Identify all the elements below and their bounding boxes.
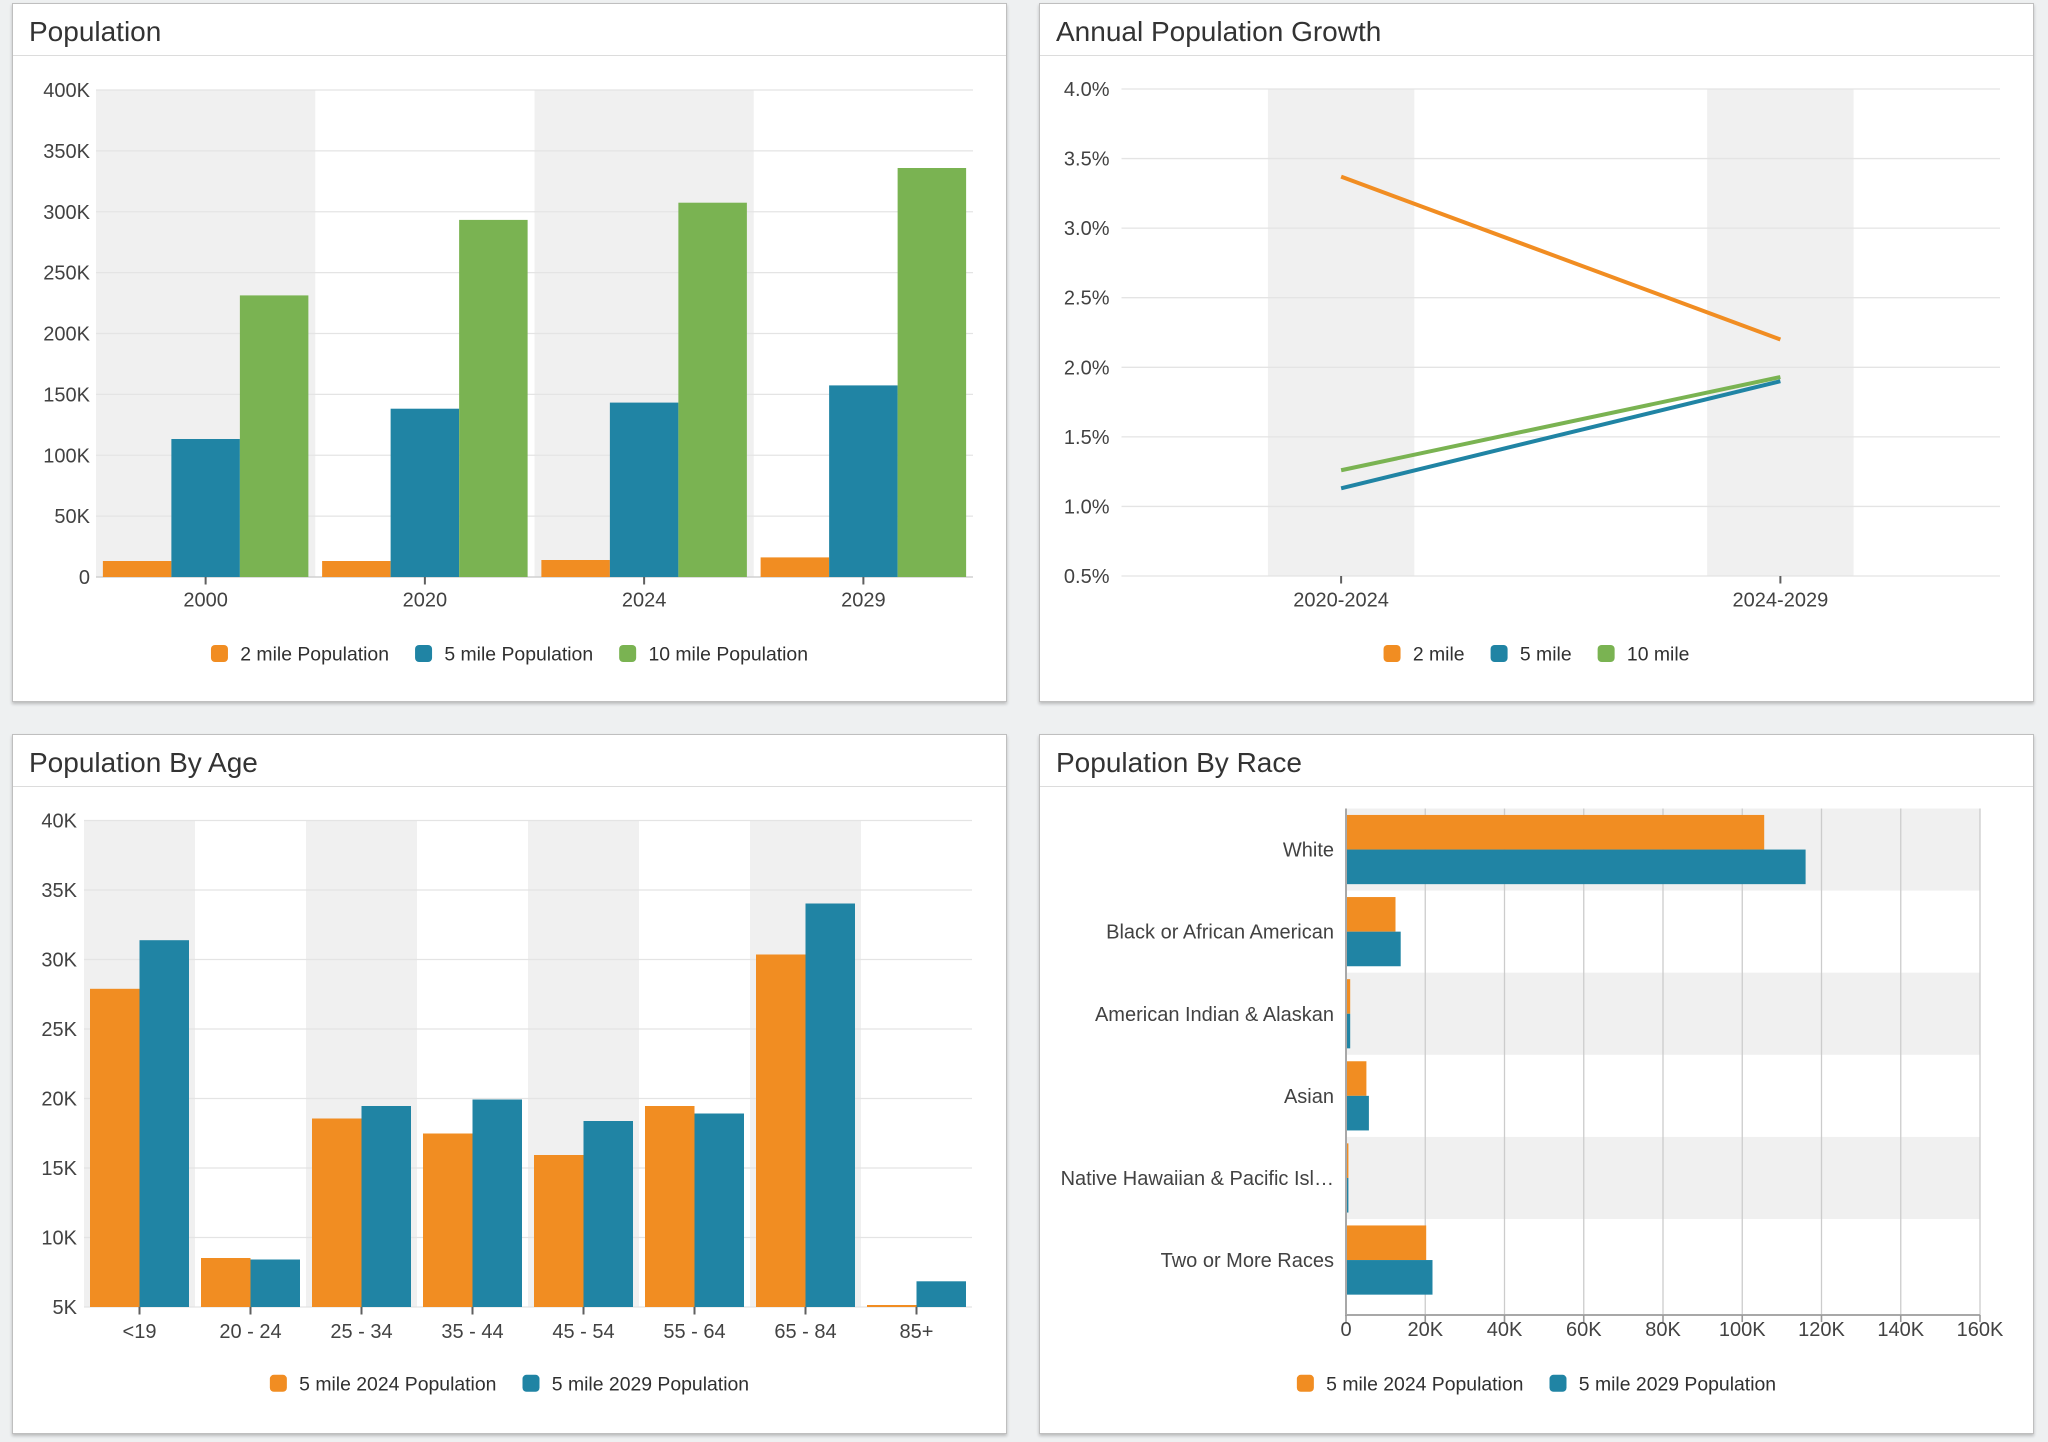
- svg-text:250K: 250K: [43, 263, 90, 285]
- svg-text:50K: 50K: [54, 506, 90, 528]
- svg-text:15K: 15K: [41, 1158, 77, 1180]
- svg-text:1.5%: 1.5%: [1064, 427, 1110, 449]
- svg-text:5 mile 2029 Population: 5 mile 2029 Population: [552, 1373, 749, 1395]
- svg-text:Two or More Races: Two or More Races: [1161, 1250, 1334, 1272]
- svg-text:35 - 44: 35 - 44: [441, 1321, 503, 1343]
- svg-text:25 - 34: 25 - 34: [330, 1321, 392, 1343]
- svg-text:Asian: Asian: [1284, 1086, 1334, 1108]
- svg-text:2020: 2020: [403, 590, 448, 612]
- svg-text:140K: 140K: [1877, 1319, 1924, 1341]
- svg-text:85+: 85+: [900, 1321, 934, 1343]
- svg-text:10K: 10K: [41, 1228, 77, 1250]
- svg-text:2024-2029: 2024-2029: [1733, 590, 1829, 612]
- svg-text:0: 0: [1340, 1319, 1351, 1341]
- svg-text:2.0%: 2.0%: [1064, 357, 1110, 379]
- svg-text:100K: 100K: [1719, 1319, 1766, 1341]
- svg-text:20 - 24: 20 - 24: [219, 1321, 281, 1343]
- svg-text:30K: 30K: [41, 950, 77, 972]
- svg-text:Black or African American: Black or African American: [1106, 922, 1334, 944]
- svg-text:2024: 2024: [622, 590, 667, 612]
- svg-text:2020-2024: 2020-2024: [1293, 590, 1389, 612]
- svg-text:2 mile: 2 mile: [1413, 644, 1465, 666]
- svg-text:25K: 25K: [41, 1019, 77, 1041]
- svg-text:2.5%: 2.5%: [1064, 288, 1110, 310]
- svg-text:80K: 80K: [1645, 1319, 1681, 1341]
- svg-text:5K: 5K: [53, 1297, 78, 1319]
- svg-text:5 mile Population: 5 mile Population: [444, 644, 593, 666]
- svg-text:5 mile 2029 Population: 5 mile 2029 Population: [1579, 1373, 1776, 1395]
- svg-text:3.0%: 3.0%: [1064, 218, 1110, 240]
- svg-text:3.5%: 3.5%: [1064, 149, 1110, 171]
- svg-text:40K: 40K: [41, 811, 77, 833]
- svg-text:45 - 54: 45 - 54: [552, 1321, 614, 1343]
- svg-text:5 mile 2024 Population: 5 mile 2024 Population: [299, 1373, 496, 1395]
- svg-text:65 - 84: 65 - 84: [774, 1321, 836, 1343]
- svg-text:5 mile 2024 Population: 5 mile 2024 Population: [1326, 1373, 1523, 1395]
- svg-text:4.0%: 4.0%: [1064, 79, 1110, 101]
- svg-text:Native Hawaiian & Pacific Isl…: Native Hawaiian & Pacific Isl…: [1061, 1168, 1334, 1190]
- svg-text:0: 0: [79, 567, 90, 589]
- svg-text:2 mile Population: 2 mile Population: [240, 644, 389, 666]
- svg-text:10 mile: 10 mile: [1627, 644, 1690, 666]
- svg-text:0.5%: 0.5%: [1064, 566, 1110, 588]
- svg-text:300K: 300K: [43, 202, 90, 224]
- svg-text:60K: 60K: [1566, 1319, 1602, 1341]
- svg-text:40K: 40K: [1487, 1319, 1523, 1341]
- svg-text:35K: 35K: [41, 880, 77, 902]
- svg-text:20K: 20K: [1407, 1319, 1443, 1341]
- svg-text:2000: 2000: [183, 590, 228, 612]
- svg-text:100K: 100K: [43, 445, 90, 467]
- svg-text:5 mile: 5 mile: [1520, 644, 1572, 666]
- svg-text:White: White: [1283, 840, 1334, 862]
- svg-text:20K: 20K: [41, 1089, 77, 1111]
- svg-text:<19: <19: [123, 1321, 157, 1343]
- svg-text:10 mile Population: 10 mile Population: [648, 644, 808, 666]
- svg-text:120K: 120K: [1798, 1319, 1845, 1341]
- svg-text:350K: 350K: [43, 141, 90, 163]
- svg-text:150K: 150K: [43, 384, 90, 406]
- svg-text:400K: 400K: [43, 80, 90, 102]
- svg-text:1.0%: 1.0%: [1064, 496, 1110, 518]
- svg-text:160K: 160K: [1957, 1319, 2004, 1341]
- svg-text:200K: 200K: [43, 324, 90, 346]
- svg-text:American Indian & Alaskan: American Indian & Alaskan: [1095, 1004, 1334, 1026]
- svg-text:2029: 2029: [841, 590, 886, 612]
- svg-text:55 - 64: 55 - 64: [663, 1321, 725, 1343]
